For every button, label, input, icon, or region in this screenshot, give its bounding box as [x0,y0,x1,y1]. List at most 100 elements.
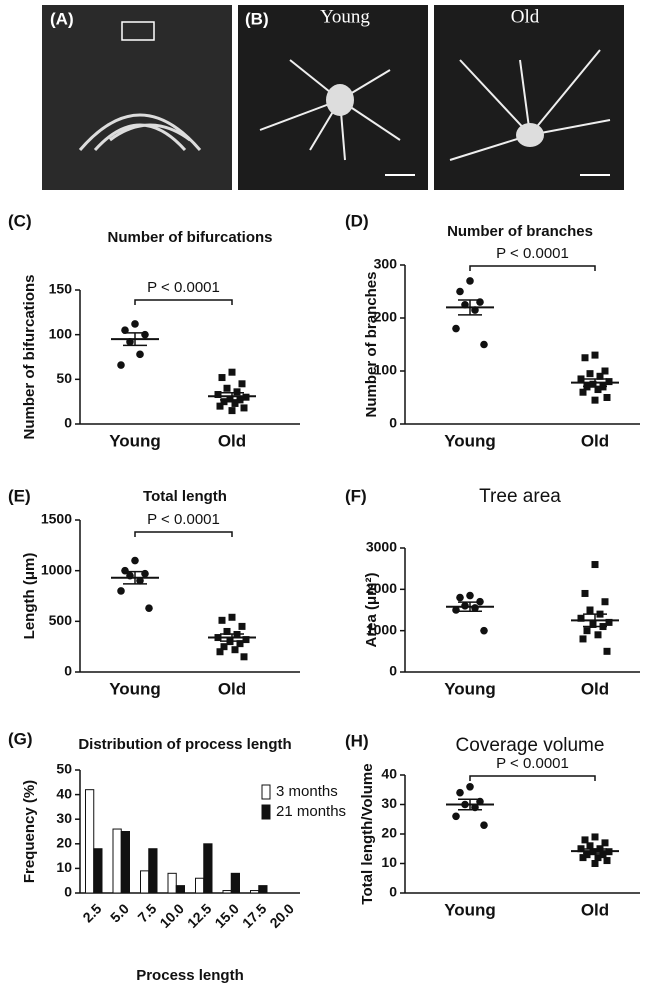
x-tick-label: Young [444,679,496,698]
panel-label: (A) [50,9,74,28]
p-value: P < 0.0001 [496,245,569,262]
y-tick-label: 0 [389,415,397,431]
data-point [466,783,474,791]
x-tick-label: 17.5 [239,900,270,931]
image-title: Young [320,6,370,27]
data-point [591,351,599,359]
significance-bracket [469,775,596,781]
x-tick-label: Young [109,679,161,698]
significance-bracket [134,531,233,537]
x-axis-label: Process length [136,967,244,984]
data-point [480,340,488,349]
y-tick-label: 30 [381,795,397,811]
data-point [605,618,613,626]
y-tick-label: 500 [49,612,73,628]
hippocampus-shape [78,113,202,152]
chart-title: Coverage volume [456,735,605,756]
data-point [136,577,144,585]
significance-bracket [469,265,596,271]
data-point [599,851,607,859]
y-axis-label: Frequency (%) [21,780,38,883]
data-point [601,367,609,375]
data-point [480,821,488,829]
data-point [141,330,149,339]
y-tick-label: 10 [56,859,72,875]
x-tick-label: 5.0 [107,900,132,925]
data-point [579,635,587,643]
y-tick-label: 100 [49,325,73,341]
data-point [231,646,239,654]
panel-label: (B) [245,9,269,28]
data-point [589,380,597,388]
data-point [223,627,231,635]
data-point [601,598,609,606]
legend-label: 21 months [276,803,346,820]
panel-label: (F) [345,486,367,505]
y-axis-label: Length (μm) [21,553,38,640]
x-tick-label: 7.5 [134,900,159,925]
x-tick-label: Young [444,900,496,919]
p-value: P < 0.0001 [496,755,569,772]
bar [175,885,185,894]
bar [148,848,158,894]
roi-box [121,21,155,41]
old-soma [516,123,544,147]
data-point [586,370,594,378]
data-point [228,368,236,376]
data-point [242,636,250,644]
y-tick-label: 0 [64,884,72,900]
bar [112,828,122,894]
image-b-old [434,5,624,190]
data-point [218,616,226,624]
y-tick-label: 300 [374,256,398,272]
y-tick-label: 10 [381,854,397,870]
data-point [603,857,611,865]
chart-title: Distribution of process length [78,736,291,753]
bar [230,872,240,894]
bar [120,831,130,894]
data-point [452,606,460,614]
x-tick-label: 10.0 [156,900,187,931]
chart-title: Total length [143,488,227,505]
x-tick-label: Old [581,900,609,919]
y-axis-label: Total length/Volume [359,763,376,904]
data-point [603,394,611,401]
x-tick-label: 20.0 [266,900,297,931]
y-tick-label: 1500 [41,511,72,527]
x-tick-label: Old [581,431,609,450]
data-point [131,320,139,328]
y-tick-label: 0 [64,415,72,431]
data-point [452,812,460,821]
panel-label: (E) [8,486,31,505]
y-axis-label: Number of bifurcations [21,274,38,439]
data-point [117,361,125,369]
y-tick-label: 3000 [366,539,397,555]
data-point [583,851,591,859]
bar [203,843,213,894]
data-point [605,378,613,386]
data-point [591,833,599,841]
legend-swatch [261,784,271,800]
data-point [589,620,597,628]
x-tick-label: 15.0 [211,900,242,931]
y-tick-label: 0 [64,663,72,679]
data-point [591,396,599,404]
y-tick-label: 200 [374,309,398,325]
legend-swatch [261,804,271,820]
y-tick-label: 0 [389,884,397,900]
data-point [601,839,609,847]
x-tick-label: 2.5 [79,900,104,925]
data-point [591,561,599,569]
data-point [466,277,474,285]
panel-label: (G) [8,729,33,748]
old-cell [449,49,611,161]
bar [258,885,268,894]
data-point [238,380,246,388]
data-point [216,648,224,656]
bar [195,877,205,894]
y-tick-label: 20 [381,825,397,841]
data-point [581,589,589,597]
data-point [594,854,602,862]
data-point [220,398,228,406]
